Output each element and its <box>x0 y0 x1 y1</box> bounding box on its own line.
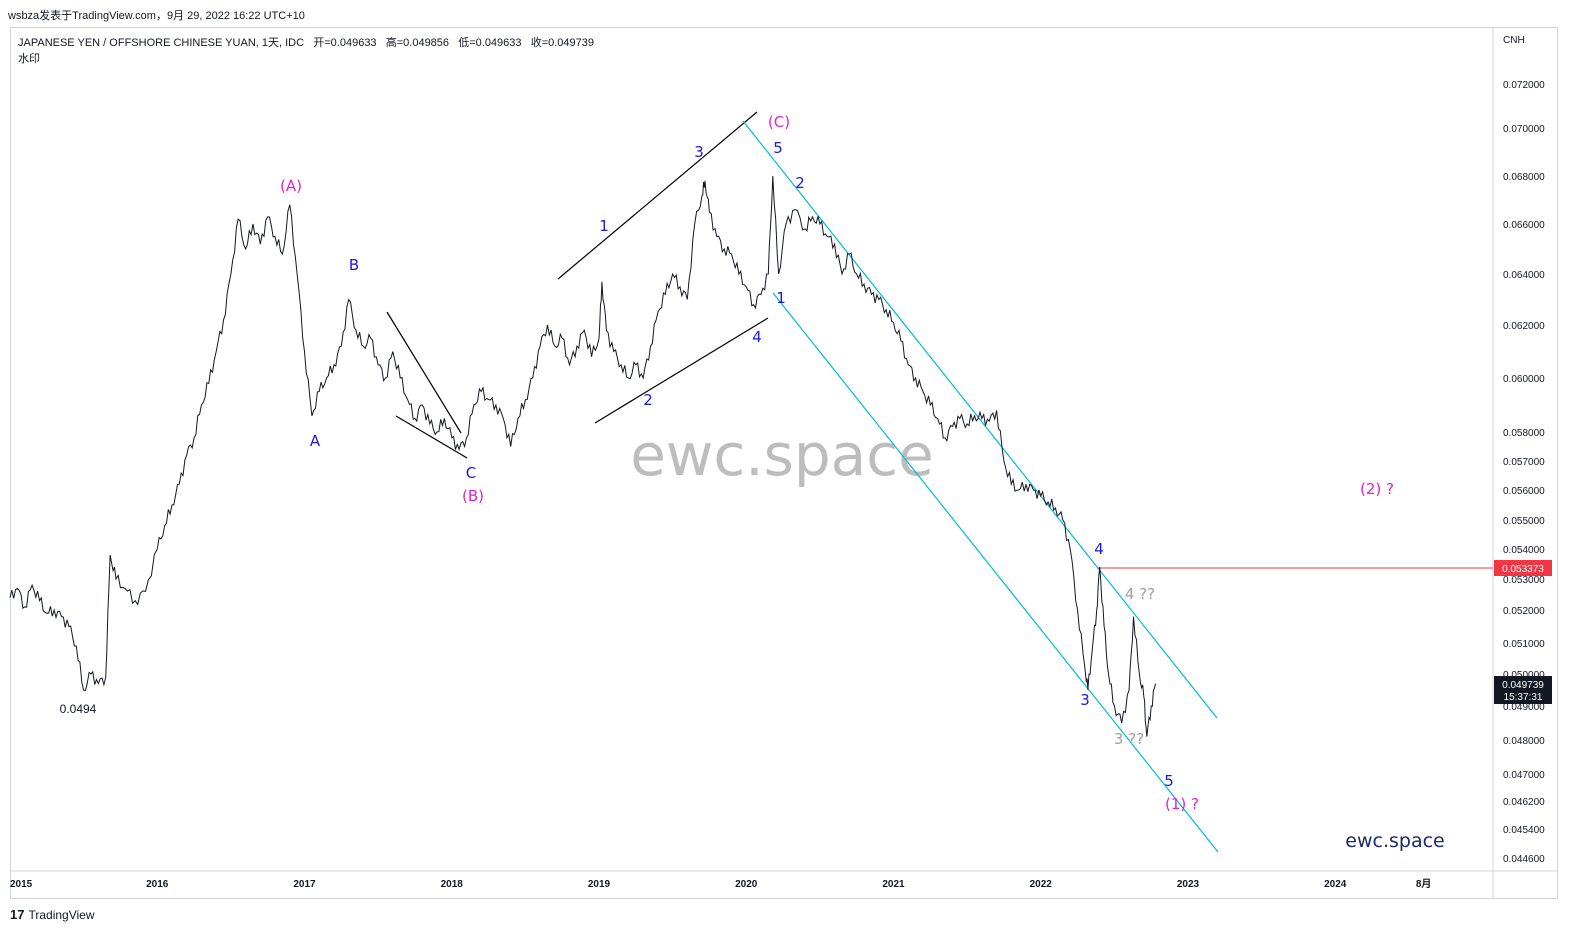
wave-label: 5 <box>1164 772 1174 790</box>
wave-label: 1 <box>599 217 609 235</box>
wave-label: 5 <box>773 139 783 157</box>
y-tick-label: 0.057000 <box>1503 457 1545 468</box>
price-series-line <box>9 175 1157 737</box>
watermark-text: ewc.space <box>630 421 934 489</box>
wave-label: 2 <box>643 391 653 409</box>
last-price-text: 0.049739 <box>1502 680 1544 691</box>
countdown-text: 15:37:31 <box>1504 692 1543 703</box>
x-tick-label: 2016 <box>146 879 169 890</box>
y-tick-label: 0.072000 <box>1503 80 1545 91</box>
wave-label: 2 <box>795 174 805 192</box>
wave-label: 4 <box>752 328 762 346</box>
level-price-badge <box>1494 560 1552 576</box>
symbol-legend: JAPANESE YEN / OFFSHORE CHINESE YUAN, 1天… <box>18 34 594 50</box>
channel-lower-line <box>772 292 1219 853</box>
diagonal-upper-trendline <box>557 111 758 280</box>
wave-label: 1 <box>776 289 786 307</box>
x-tick-label: 2015 <box>10 879 33 890</box>
wave-label: (2) ? <box>1360 480 1394 498</box>
y-tick-label: 0.056000 <box>1503 486 1545 497</box>
y-tick-label: 0.062000 <box>1503 321 1545 332</box>
y-tick-label: 0.047000 <box>1503 770 1545 781</box>
x-tick-label: 2024 <box>1324 879 1347 890</box>
y-tick-label: 0.051000 <box>1503 639 1545 650</box>
wave-label: 3 <box>694 143 704 161</box>
tradingview-logo-icon: 17 <box>10 907 25 922</box>
y-tick-label: 0.052000 <box>1503 606 1545 617</box>
wave-label: 4 ?? <box>1125 585 1155 603</box>
last-price-badge <box>1494 676 1552 704</box>
y-tick-label: 0.054000 <box>1503 545 1545 556</box>
channel-upper-line <box>742 120 1218 719</box>
wedge-lower-trendline <box>395 415 468 459</box>
legend-high: 高=0.049856 <box>385 37 450 49</box>
watermark-corner: ewc.space <box>1345 830 1444 852</box>
legend-symbol: JAPANESE YEN / OFFSHORE CHINESE YUAN, 1天… <box>18 37 305 49</box>
x-tick-label: 2021 <box>882 879 905 890</box>
x-tick-label: 8月 <box>1416 878 1432 890</box>
watermark-label: 水印 <box>18 53 40 65</box>
wave-label: (B) <box>462 487 484 505</box>
y-tick-label: 0.053000 <box>1503 575 1545 586</box>
currency-label: CNH <box>1503 35 1525 46</box>
wave-label: (C) <box>768 113 790 131</box>
wave-label: B <box>349 256 359 274</box>
low-annotation: 0.0494 <box>60 702 97 716</box>
wave-label: (1) ? <box>1165 795 1199 813</box>
wave-label: A <box>310 432 321 450</box>
level-price-text: 0.053373 <box>1502 564 1544 575</box>
y-tick-label: 0.055000 <box>1503 516 1545 527</box>
y-tick-label: 0.058000 <box>1503 428 1545 439</box>
publisher-line: wsbza发表于TradingView.com，9月 29, 2022 16:2… <box>8 10 305 22</box>
y-tick-label: 0.044600 <box>1503 854 1545 865</box>
legend-close: 收=0.049739 <box>530 37 595 49</box>
legend-low: 低=0.049633 <box>458 37 522 49</box>
y-tick-label: 0.066000 <box>1503 220 1545 231</box>
y-tick-label: 0.048000 <box>1503 736 1545 747</box>
x-tick-label: 2017 <box>293 879 316 890</box>
x-tick-label: 2019 <box>588 879 611 890</box>
wave-label: C <box>466 464 476 482</box>
y-tick-label: 0.070000 <box>1503 124 1545 135</box>
y-tick-label: 0.050000 <box>1503 670 1545 681</box>
wave-label: (A) <box>280 177 302 195</box>
diagonal-lower-trendline <box>594 317 769 424</box>
wedge-upper-trendline <box>386 311 462 434</box>
x-tick-label: 2020 <box>735 879 758 890</box>
wave-label: 3 ?? <box>1114 730 1144 748</box>
chart-frame <box>10 27 1558 899</box>
y-tick-label: 0.064000 <box>1503 270 1545 281</box>
legend-open: 开=0.049633 <box>313 37 377 49</box>
wave-label: 3 <box>1080 691 1090 709</box>
y-tick-label: 0.049000 <box>1503 702 1545 713</box>
x-tick-label: 2023 <box>1177 879 1200 890</box>
y-tick-label: 0.045400 <box>1503 825 1545 836</box>
tradingview-brand: TradingView <box>28 907 95 922</box>
wave-label: 4 <box>1094 540 1104 558</box>
tradingview-footer[interactable]: 17 TradingView <box>10 907 95 922</box>
y-tick-label: 0.068000 <box>1503 172 1545 183</box>
y-tick-label: 0.046200 <box>1503 797 1545 808</box>
x-tick-label: 2018 <box>441 879 464 890</box>
x-tick-label: 2022 <box>1030 879 1053 890</box>
y-tick-label: 0.060000 <box>1503 374 1545 385</box>
